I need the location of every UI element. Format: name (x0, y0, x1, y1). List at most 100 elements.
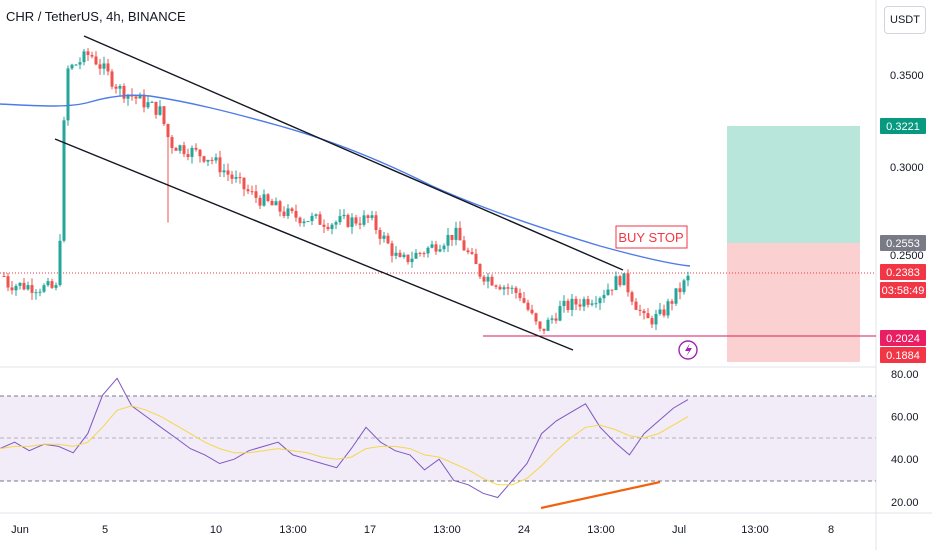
candle-body (342, 214, 346, 217)
candle-body (558, 306, 562, 321)
candle-body (590, 303, 594, 305)
time-tick-label: 10 (210, 524, 222, 536)
candle-body (282, 211, 286, 217)
time-tick-label: 13:00 (587, 524, 615, 536)
candle-body (578, 304, 582, 307)
price-tick-label: 0.3000 (890, 162, 924, 174)
candle-body (654, 313, 658, 325)
price-tick-label: 0.2500 (890, 250, 924, 262)
candle-body (538, 321, 542, 329)
candle-body (78, 62, 82, 65)
candle-body (502, 287, 506, 290)
candle-body (6, 276, 10, 288)
candle-body (238, 177, 242, 179)
candle-body (510, 287, 514, 289)
candle-body (154, 101, 158, 115)
candle-body (106, 63, 110, 72)
price-badge (880, 235, 926, 251)
candle-body (514, 287, 518, 293)
candle-body (42, 285, 46, 292)
time-tick-label: 13:00 (741, 524, 769, 536)
candle-body (682, 280, 686, 293)
rsi-divergence-line[interactable] (540, 480, 661, 510)
candle-body (314, 214, 318, 216)
candle-body (258, 197, 262, 206)
candle-body (446, 234, 450, 246)
price-badge-label: 03:58:49 (882, 285, 925, 297)
candle-body (546, 319, 550, 331)
candle-body (70, 64, 74, 69)
candle-body (150, 101, 154, 103)
price-badge (880, 347, 926, 363)
candle-body (622, 273, 626, 286)
candle-body (406, 254, 410, 263)
candle-body (306, 221, 310, 223)
candle-body (426, 247, 430, 254)
candles-group (2, 48, 690, 335)
candle-body (374, 215, 378, 231)
candle-body (402, 254, 406, 257)
candle-body (46, 281, 50, 286)
candle-body (250, 191, 254, 193)
candle-body (506, 287, 510, 289)
price-badge (880, 264, 926, 280)
channel-lower-line[interactable] (54, 138, 574, 351)
candle-body (86, 51, 90, 55)
candle-body (658, 309, 662, 314)
candle-body (562, 300, 566, 307)
candle-body (630, 292, 634, 302)
candle-body (626, 273, 630, 293)
candle-body (434, 244, 438, 252)
currency-button[interactable]: USDT (884, 6, 926, 34)
candle-body (198, 149, 202, 157)
target-zone (727, 126, 860, 243)
candle-body (462, 240, 466, 251)
candle-body (670, 301, 674, 304)
candle-body (226, 170, 230, 175)
candle-body (662, 309, 666, 316)
candle-body (422, 253, 426, 255)
candle-body (550, 318, 554, 320)
stop-zone (727, 243, 860, 362)
buy-stop-box[interactable] (615, 225, 688, 249)
candle-body (102, 63, 106, 69)
candle-body (222, 170, 226, 173)
candle-body (450, 234, 454, 240)
candle-body (138, 94, 142, 99)
candle-body (210, 159, 214, 161)
buy-stop-label: BUY STOP (618, 230, 683, 245)
candle-body (114, 86, 118, 89)
candle-body (90, 54, 94, 57)
candle-body (298, 217, 302, 224)
symbol-title: CHR / TetherUS, 4h, BINANCE (6, 9, 186, 24)
candle-body (62, 120, 66, 241)
candle-body (618, 276, 622, 286)
candle-body (18, 282, 22, 286)
rsi-axis[interactable]: 80.00 60.00 40.00 20.00 (891, 369, 919, 509)
time-axis[interactable]: Jun 5 10 13:00 17 13:00 24 13:00 Jul 13:00 8 (11, 524, 834, 536)
price-badge-label: 0.3221 (886, 121, 920, 133)
candle-body (262, 194, 266, 206)
candle-body (438, 249, 442, 252)
candle-body (418, 252, 422, 254)
candle-body (318, 214, 322, 225)
candle-body (482, 276, 486, 282)
candle-body (534, 313, 538, 322)
candle-body (74, 64, 78, 66)
candle-body (454, 227, 458, 240)
candle-body (666, 301, 670, 316)
candle-body (234, 177, 238, 179)
channel-upper-line[interactable] (83, 35, 624, 271)
candle-body (614, 276, 618, 291)
candle-body (82, 51, 86, 63)
candle-body (398, 252, 402, 257)
candle-body (330, 224, 334, 230)
candle-body (134, 96, 138, 99)
price-axis[interactable]: 0.3500 0.3000 0.2500 0.3221 0.2553 0.2383 03:5… (880, 70, 926, 363)
candle-body (370, 215, 374, 218)
lightning-icon[interactable] (678, 340, 698, 360)
candle-body (186, 154, 190, 157)
candle-body (190, 147, 194, 157)
